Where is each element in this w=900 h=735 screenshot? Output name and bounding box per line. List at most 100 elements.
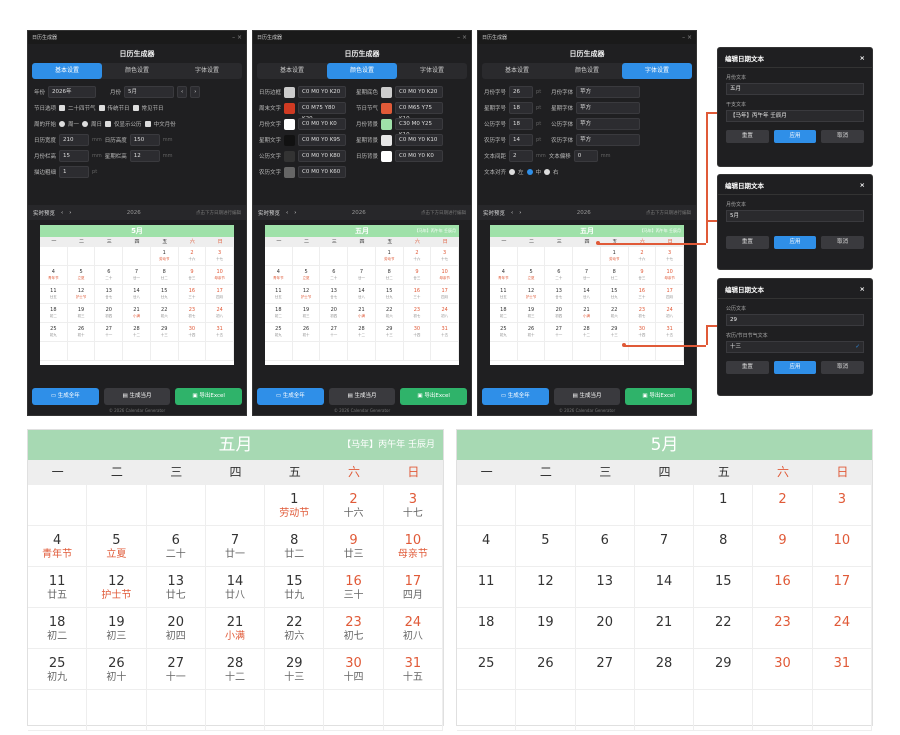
day-cell[interactable]: 28 十二 (348, 323, 376, 342)
day-cell[interactable]: 17 四月 (431, 285, 459, 304)
lunar-text-select[interactable]: 十三 ✓ (726, 341, 864, 353)
mini-month-header[interactable]: 五月 【马年】丙午年 壬辰月 (490, 225, 684, 237)
day-cell[interactable]: 13 (575, 567, 635, 608)
day-cell[interactable]: 19 初三 (517, 304, 546, 323)
day-cell[interactable]: 16 三十 (628, 285, 657, 304)
cancel-button[interactable]: 取消 (821, 361, 865, 374)
generate-month-button[interactable]: ▤ 生成当月 (553, 388, 621, 405)
day-cell[interactable]: 6 二十 (545, 266, 574, 285)
color-swatch[interactable] (381, 134, 393, 146)
day-cell[interactable]: 30 十四 (324, 649, 384, 690)
next-button[interactable]: › (294, 209, 297, 216)
spacing-input[interactable]: 2 (509, 150, 534, 162)
day-cell[interactable]: 14 廿八 (123, 285, 151, 304)
day-cell[interactable]: 28 (634, 649, 695, 690)
month-text-input[interactable]: 五月 (726, 83, 864, 95)
color-input[interactable]: C30 M0 Y25 K10 (395, 118, 444, 138)
tab-basic[interactable]: 基本设置 (279, 67, 304, 74)
day-cell[interactable]: 12 护士节 (517, 285, 546, 304)
tab-colors[interactable]: 颜色设置 (327, 63, 397, 79)
width-input[interactable]: 210 (59, 134, 90, 146)
day-cell[interactable]: 18 初二 (265, 304, 293, 323)
day-cell[interactable]: 25 初九 (490, 323, 518, 342)
day-cell[interactable]: 21 (634, 608, 695, 649)
day-cell[interactable]: 5 立夏 (87, 526, 147, 567)
day-cell[interactable]: 21 小满 (205, 608, 266, 649)
day-cell[interactable]: 24 初八 (656, 304, 684, 323)
window-controls[interactable]: – × (232, 34, 242, 41)
day-cell[interactable]: 19 初三 (87, 608, 147, 649)
day-cell[interactable]: 12 护士节 (87, 567, 147, 608)
day-cell[interactable]: 23 初七 (628, 304, 657, 323)
day-cell[interactable]: 1 劳动节 (265, 485, 325, 526)
export-excel-button[interactable]: ▣ 导出Excel (400, 388, 468, 405)
checkbox-chinese-month[interactable] (144, 121, 151, 127)
color-input[interactable]: C0 M0 Y0 K0 (298, 118, 347, 130)
day-cell[interactable]: 2 (753, 485, 813, 526)
day-cell[interactable]: 9 廿三 (403, 266, 432, 285)
day-cell[interactable]: 29 十三 (375, 323, 404, 342)
day-cell[interactable]: 7 (634, 526, 695, 567)
day-cell[interactable]: 26 初十 (67, 323, 96, 342)
day-cell[interactable]: 13 廿七 (146, 567, 206, 608)
day-cell[interactable]: 24 (812, 608, 872, 649)
day-cell[interactable]: 4 青年节 (40, 266, 68, 285)
day-cell[interactable]: 27 十一 (545, 323, 574, 342)
day-cell[interactable]: 9 (753, 526, 813, 567)
day-cell[interactable]: 15 廿九 (150, 285, 179, 304)
color-swatch[interactable] (381, 102, 393, 114)
color-swatch[interactable] (284, 118, 296, 130)
day-cell[interactable]: 23 (753, 608, 813, 649)
day-cell[interactable]: 18 (457, 608, 517, 649)
day-cell[interactable]: 17 (812, 567, 872, 608)
day-cell[interactable]: 16 三十 (403, 285, 432, 304)
day-cell[interactable]: 25 初九 (28, 649, 88, 690)
day-cell[interactable]: 16 三十 (178, 285, 207, 304)
tab-basic[interactable]: 基本设置 (504, 67, 529, 74)
day-cell[interactable]: 31 十五 (656, 323, 684, 342)
color-input[interactable]: C0 M0 Y0 K0 (395, 150, 444, 162)
color-swatch[interactable] (284, 150, 296, 162)
day-cell[interactable]: 28 十二 (205, 649, 266, 690)
day-cell[interactable]: 27 十一 (95, 323, 124, 342)
day-cell[interactable]: 8 廿二 (265, 526, 325, 567)
day-cell[interactable]: 26 初十 (517, 323, 546, 342)
mini-month-header[interactable]: 5月 (40, 225, 234, 237)
color-input[interactable]: C0 M0 Y0 K80 (298, 150, 347, 162)
day-cell[interactable]: 1 劳动节 (150, 247, 179, 266)
ganzhi-text-input[interactable]: 【马年】丙午年 壬辰月 (726, 110, 864, 122)
week-bar-input[interactable]: 12 (129, 150, 160, 162)
color-swatch[interactable] (381, 86, 393, 98)
day-cell[interactable]: 20 (575, 608, 635, 649)
radio-left[interactable] (509, 169, 516, 175)
window-controls[interactable]: – × (682, 34, 692, 41)
day-cell[interactable]: 30 (753, 649, 813, 690)
font-family-select[interactable]: 苹方 (576, 86, 641, 98)
day-cell[interactable]: 2 十六 (628, 247, 657, 266)
cancel-button[interactable]: 取消 (821, 130, 865, 143)
day-cell[interactable]: 5 立夏 (67, 266, 96, 285)
day-cell[interactable]: 8 廿二 (600, 266, 629, 285)
day-cell[interactable]: 6 二十 (320, 266, 349, 285)
day-cell[interactable]: 14 (634, 567, 695, 608)
generate-year-button[interactable]: ▭ 生成全年 (257, 388, 324, 405)
year-select[interactable]: 2026年 (48, 86, 97, 98)
font-size-input[interactable]: 26 (509, 86, 534, 98)
day-cell[interactable]: 13 廿七 (320, 285, 349, 304)
day-cell[interactable]: 28 十二 (123, 323, 151, 342)
radio-sunday[interactable] (82, 121, 89, 127)
apply-button[interactable]: 应用 (773, 361, 817, 374)
generate-month-button[interactable]: ▤ 生成当月 (103, 388, 171, 405)
day-cell[interactable]: 11 廿五 (28, 567, 88, 608)
day-cell[interactable]: 13 廿七 (95, 285, 124, 304)
close-icon[interactable]: × (859, 53, 865, 62)
day-cell[interactable]: 29 十三 (600, 323, 629, 342)
offset-input[interactable]: 0 (573, 150, 598, 162)
day-cell[interactable]: 10 母亲节 (206, 266, 234, 285)
day-cell[interactable]: 20 初四 (320, 304, 349, 323)
radio-right[interactable] (544, 169, 551, 175)
day-cell[interactable]: 27 十一 (146, 649, 206, 690)
day-cell[interactable]: 17 四月 (206, 285, 234, 304)
tab-fonts[interactable]: 字体设置 (419, 67, 444, 74)
day-cell[interactable]: 25 初九 (40, 323, 68, 342)
